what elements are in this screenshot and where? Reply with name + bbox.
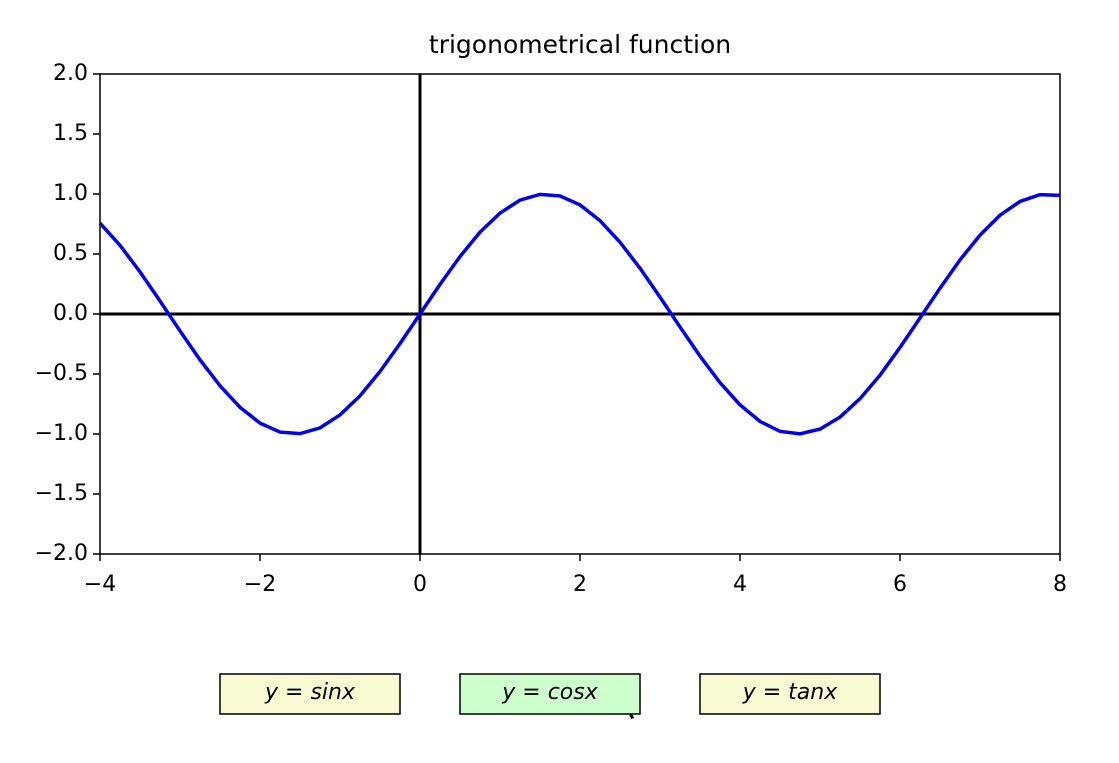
line bbox=[98, 192, 1061, 436]
y-tick-label: −1.0 bbox=[35, 421, 88, 446]
x-tick-label: −2 bbox=[244, 572, 276, 597]
y-tick-label: 0.5 bbox=[53, 241, 88, 266]
y-tick-label: 0.0 bbox=[53, 301, 88, 326]
button-label[interactable]: y = cosx bbox=[501, 680, 598, 705]
y-tick-label: −1.5 bbox=[35, 481, 88, 506]
button[interactable]: y = sinx bbox=[219, 673, 401, 715]
x-tick-label: 6 bbox=[893, 572, 907, 597]
button[interactable]: y = tanx bbox=[699, 673, 881, 715]
button[interactable]: y = cosx bbox=[459, 673, 641, 715]
y-tick-label: 2.0 bbox=[53, 61, 88, 86]
y-tick-label: −2.0 bbox=[35, 541, 88, 566]
button-label[interactable]: y = sinx bbox=[264, 680, 356, 705]
plot-frame bbox=[99, 73, 1061, 555]
y-tick-label: 1.0 bbox=[53, 181, 88, 206]
chart-title: trigonometrical function bbox=[429, 30, 731, 59]
x-tick-label: 4 bbox=[733, 572, 747, 597]
x-tick-label: 8 bbox=[1053, 572, 1067, 597]
x-tick-label: 0 bbox=[413, 572, 427, 597]
button-box[interactable] bbox=[699, 673, 881, 715]
y-tick-label: 1.5 bbox=[53, 121, 88, 146]
button-box[interactable] bbox=[459, 673, 641, 715]
button-label[interactable]: y = tanx bbox=[742, 680, 838, 705]
x-tick-label: −4 bbox=[84, 572, 116, 597]
y-tick-label: −0.5 bbox=[35, 361, 88, 386]
button-box[interactable] bbox=[219, 673, 401, 715]
x-tick-label: 2 bbox=[573, 572, 587, 597]
